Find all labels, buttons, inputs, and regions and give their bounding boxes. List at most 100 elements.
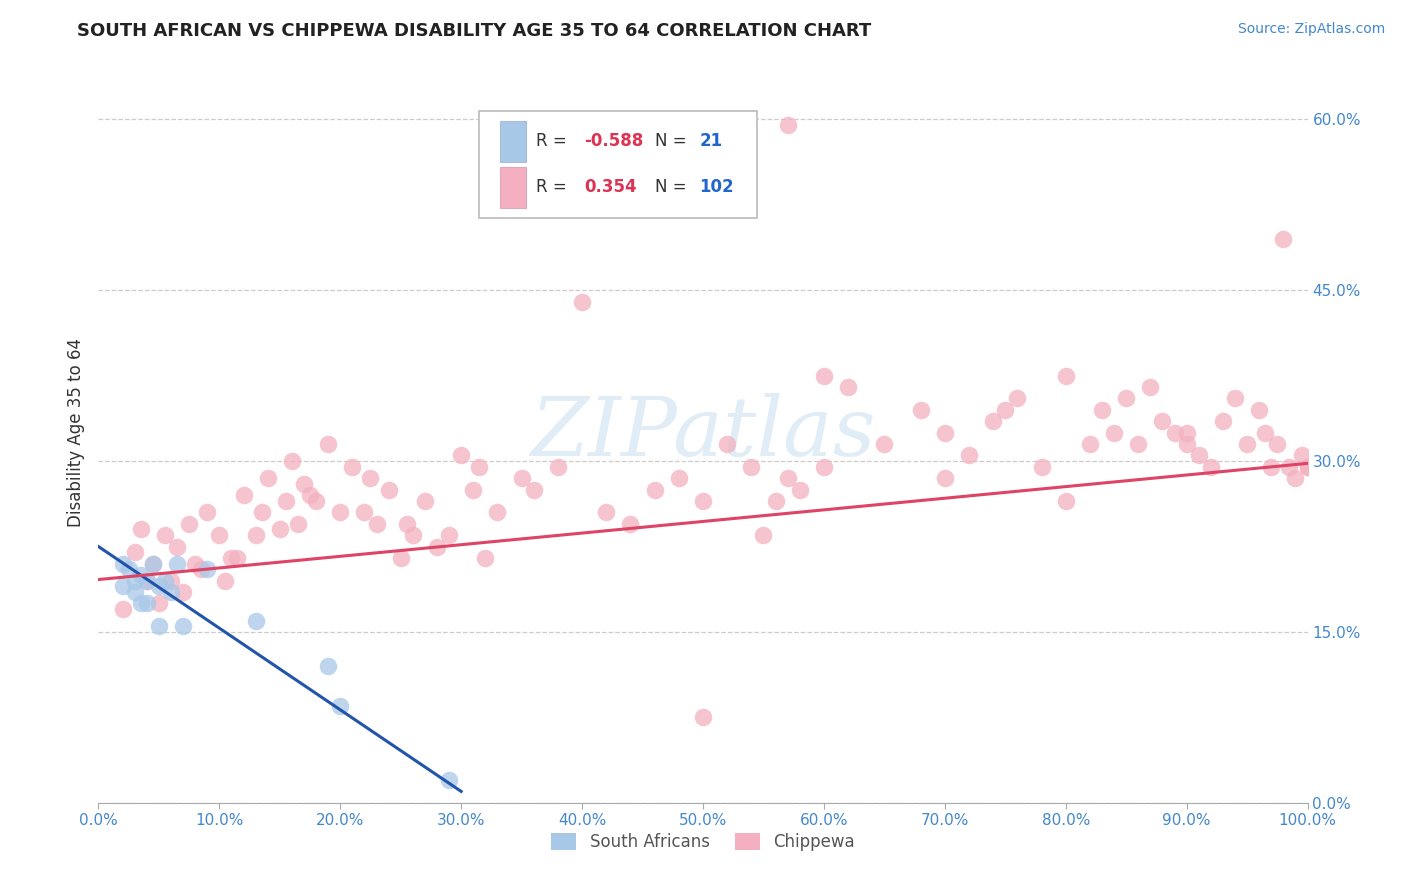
- Point: [934, 425, 956, 440]
- Point: [129, 523, 152, 537]
- Point: [135, 574, 157, 588]
- Point: [1223, 392, 1246, 406]
- Point: [166, 540, 188, 554]
- Point: [692, 710, 714, 724]
- Point: [413, 494, 436, 508]
- Point: [148, 579, 170, 593]
- Point: [190, 562, 212, 576]
- Point: [342, 459, 364, 474]
- Point: [1115, 392, 1137, 406]
- Point: [1212, 414, 1234, 428]
- Point: [160, 585, 183, 599]
- Point: [813, 368, 835, 383]
- Point: [776, 118, 799, 132]
- Point: [1054, 368, 1077, 383]
- Point: [437, 772, 460, 787]
- Y-axis label: Disability Age 35 to 64: Disability Age 35 to 64: [66, 338, 84, 527]
- Point: [160, 574, 183, 588]
- Point: [250, 505, 273, 519]
- Point: [873, 437, 896, 451]
- Point: [256, 471, 278, 485]
- Point: [1139, 380, 1161, 394]
- Point: [389, 550, 412, 565]
- Text: ZIPatlas: ZIPatlas: [530, 392, 876, 473]
- Point: [1249, 402, 1271, 417]
- Point: [299, 488, 322, 502]
- Text: -0.588: -0.588: [585, 132, 644, 150]
- Point: [292, 476, 315, 491]
- Text: N =: N =: [655, 132, 686, 150]
- Point: [1078, 437, 1101, 451]
- Point: [232, 488, 254, 502]
- Text: 21: 21: [699, 132, 723, 150]
- Point: [426, 540, 449, 554]
- Point: [510, 471, 533, 485]
- Point: [366, 516, 388, 531]
- Point: [166, 557, 188, 571]
- Point: [789, 483, 811, 497]
- Point: [571, 294, 593, 309]
- Point: [274, 494, 297, 508]
- Text: N =: N =: [655, 178, 686, 196]
- Point: [523, 483, 546, 497]
- Point: [305, 494, 328, 508]
- Point: [269, 523, 291, 537]
- Point: [486, 505, 509, 519]
- Point: [124, 545, 146, 559]
- Point: [994, 402, 1017, 417]
- Point: [395, 516, 418, 531]
- Point: [910, 402, 932, 417]
- Point: [360, 471, 382, 485]
- Point: [148, 597, 170, 611]
- Point: [111, 602, 134, 616]
- Point: [129, 597, 152, 611]
- Point: [716, 437, 738, 451]
- Point: [1267, 437, 1289, 451]
- Point: [1278, 459, 1301, 474]
- Text: R =: R =: [536, 132, 572, 150]
- Point: [329, 505, 352, 519]
- Point: [1296, 459, 1319, 474]
- Point: [740, 459, 762, 474]
- Point: [450, 449, 472, 463]
- Point: [316, 437, 339, 451]
- Point: [1102, 425, 1125, 440]
- FancyBboxPatch shape: [479, 111, 758, 218]
- Point: [765, 494, 787, 508]
- Point: [124, 574, 146, 588]
- Point: [124, 585, 146, 599]
- Text: 102: 102: [699, 178, 734, 196]
- FancyBboxPatch shape: [501, 167, 526, 208]
- Point: [776, 471, 799, 485]
- Point: [1199, 459, 1222, 474]
- Point: [1091, 402, 1114, 417]
- Point: [172, 619, 194, 633]
- Point: [981, 414, 1004, 428]
- Point: [329, 698, 352, 713]
- Point: [437, 528, 460, 542]
- Point: [195, 505, 218, 519]
- Point: [595, 505, 617, 519]
- Point: [668, 471, 690, 485]
- Point: [402, 528, 425, 542]
- Point: [153, 574, 176, 588]
- Text: Source: ZipAtlas.com: Source: ZipAtlas.com: [1237, 22, 1385, 37]
- Point: [1296, 459, 1319, 474]
- Point: [463, 483, 485, 497]
- Point: [474, 550, 496, 565]
- Point: [1152, 414, 1174, 428]
- Point: [619, 516, 641, 531]
- Point: [111, 557, 134, 571]
- Point: [1291, 449, 1313, 463]
- Point: [353, 505, 375, 519]
- Point: [153, 528, 176, 542]
- Point: [1163, 425, 1185, 440]
- Point: [142, 557, 165, 571]
- Point: [208, 528, 231, 542]
- Point: [184, 557, 207, 571]
- Legend: South Africans, Chippewa: South Africans, Chippewa: [544, 826, 862, 857]
- Point: [547, 459, 569, 474]
- Point: [837, 380, 859, 394]
- Point: [226, 550, 249, 565]
- Point: [281, 454, 304, 468]
